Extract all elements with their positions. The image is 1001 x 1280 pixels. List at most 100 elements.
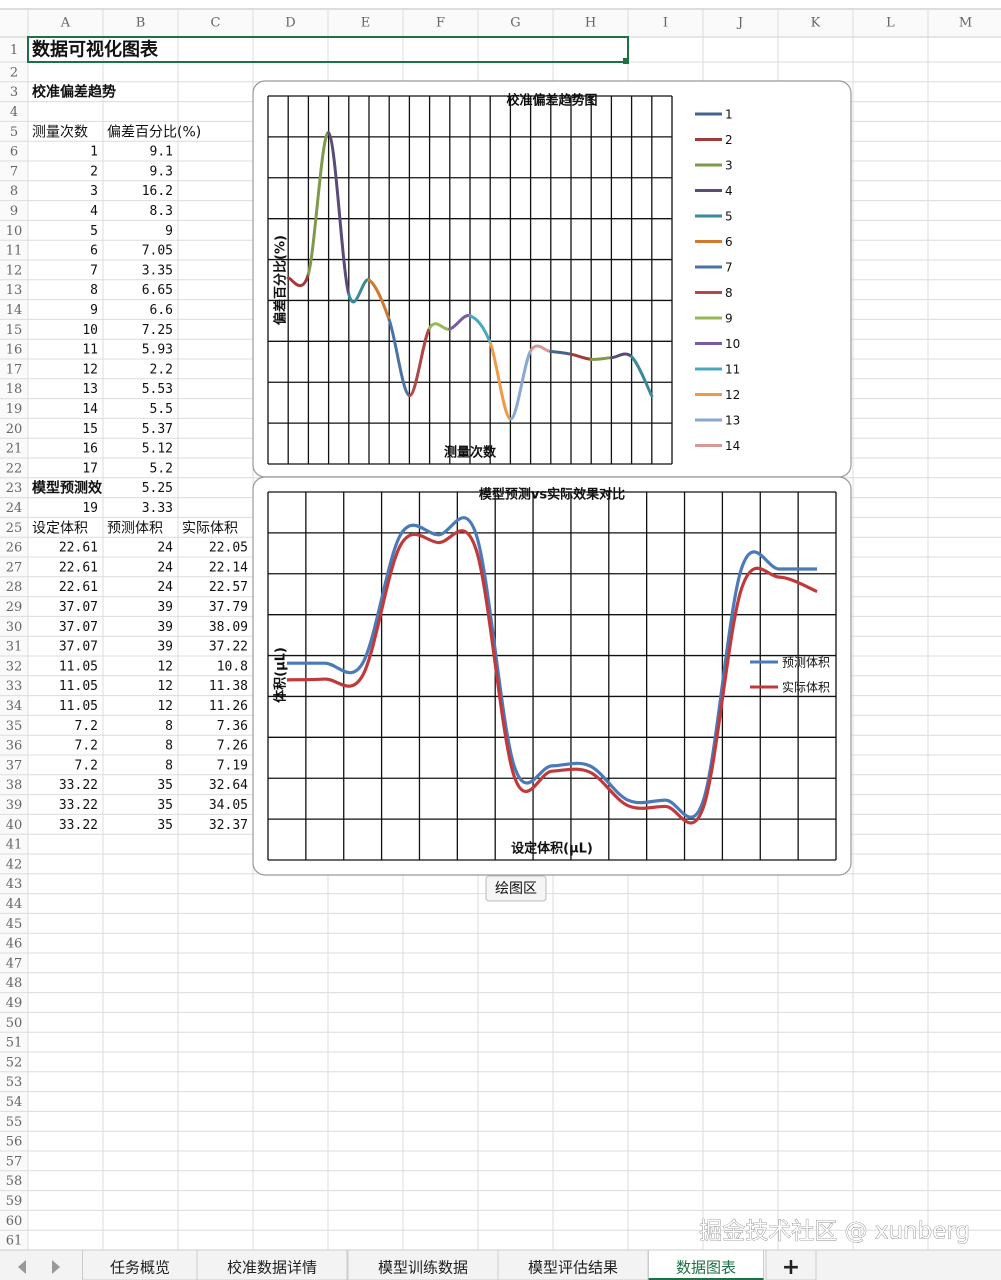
chart-frame[interactable] (252, 476, 852, 876)
row-number: 25 (6, 521, 23, 536)
row-number: 56 (6, 1135, 23, 1150)
line-segment (468, 314, 492, 345)
legend-label: 9 (725, 312, 733, 326)
row-number: 58 (6, 1174, 23, 1189)
cell-number: 7.25 (142, 323, 173, 338)
row-number: 44 (6, 897, 23, 912)
sheet-tab[interactable] (497, 1249, 649, 1280)
cell-text: 实际体积 (182, 520, 238, 536)
cell-number: 7.05 (142, 244, 173, 259)
cell-number: 32.64 (209, 778, 248, 793)
sheet-tab-label[interactable]: 校准数据详情 (227, 1259, 317, 1277)
cell-number: 9 (165, 224, 173, 239)
cell-number: 8.3 (150, 204, 173, 219)
cell-number: 5.93 (142, 343, 173, 358)
sheet-tab-label[interactable]: + (782, 1255, 800, 1280)
cell-number: 35 (157, 818, 173, 833)
sheet-tab-label[interactable]: 数据图表 (676, 1259, 736, 1277)
row-number: 32 (6, 659, 23, 674)
cell-number: 12 (157, 659, 173, 674)
row-number: 40 (6, 818, 23, 833)
sheet-tab[interactable] (765, 1249, 817, 1280)
line-segment (407, 326, 432, 398)
selection-handle (623, 58, 629, 64)
cell-number: 5.25 (142, 481, 173, 496)
cell-number: 5.5 (150, 402, 173, 417)
cell-number: 33.22 (59, 818, 98, 833)
cell-number: 11.05 (59, 699, 98, 714)
cell-number: 17 (82, 461, 98, 476)
tooltip: 绘图区 (495, 881, 537, 897)
line-segment (589, 356, 613, 361)
row-number: 48 (6, 976, 23, 991)
line-segment (488, 341, 512, 421)
row-number: 2 (10, 65, 18, 80)
cell-number: 5.37 (142, 422, 173, 437)
watermark: 掘金技术社区 @ xunberg (699, 1219, 970, 1245)
row-number: 39 (6, 798, 23, 813)
sheet-tab[interactable] (196, 1249, 348, 1280)
row-number: 10 (6, 224, 23, 239)
row-number: 17 (6, 362, 23, 377)
column-header: M (959, 16, 972, 31)
tooltip-box (485, 875, 547, 902)
row-number: 11 (6, 244, 23, 259)
cell-number: 1 (90, 145, 98, 160)
row-number: 55 (6, 1115, 23, 1130)
sheet-tab[interactable] (648, 1249, 764, 1280)
cell-text: 数据可视化图表 (32, 39, 159, 61)
column-header: D (285, 16, 295, 31)
cell-number: 32.37 (209, 818, 248, 833)
selection (27, 36, 629, 63)
column-header: B (136, 16, 146, 31)
sheet-tab-label[interactable]: 模型评估结果 (528, 1259, 618, 1277)
cell-number: 5.2 (150, 461, 173, 476)
line-segment (569, 352, 593, 361)
column-header: F (436, 16, 445, 31)
row-number: 12 (6, 263, 23, 278)
row-number: 53 (6, 1075, 23, 1090)
cell-number: 6.6 (150, 303, 173, 318)
legend-label: 10 (725, 337, 740, 351)
cell-number: 3.33 (142, 501, 173, 516)
row-number: 60 (6, 1214, 23, 1229)
cell-number: 12 (157, 679, 173, 694)
chart-frame[interactable] (252, 80, 852, 478)
row-number: 4 (10, 105, 18, 120)
sheet-tab-label[interactable]: 任务概览 (110, 1259, 170, 1277)
x-axis-label: 设定体积(μL) (511, 841, 593, 857)
cell-number: 37.07 (59, 620, 98, 635)
cell-number: 11.26 (209, 699, 248, 714)
cell-number: 4 (90, 204, 98, 219)
series-line (286, 516, 818, 819)
row-number: 16 (6, 343, 23, 358)
sheet-tab[interactable] (82, 1249, 198, 1280)
cell-number: 16 (82, 442, 98, 457)
row-number: 18 (6, 382, 23, 397)
cell-number: 22.57 (209, 580, 248, 595)
row-number: 31 (6, 640, 23, 655)
legend-label: 2 (725, 133, 733, 147)
row-number: 33 (6, 679, 23, 694)
cell-number: 15 (82, 422, 98, 437)
scroll-right[interactable] (52, 1260, 60, 1274)
row-number: 15 (6, 323, 23, 338)
legend-label: 预测体积 (782, 656, 830, 670)
line-segment (367, 278, 391, 322)
sheet-tab-label[interactable]: 模型训练数据 (378, 1259, 468, 1277)
column-header-bar (0, 10, 1001, 37)
row-number: 37 (6, 758, 23, 773)
line-segment (609, 352, 634, 360)
cell-number: 10.8 (217, 659, 248, 674)
y-axis-label: 体积(μL) (273, 647, 289, 703)
cell-number: 12 (82, 362, 98, 377)
line-segment (448, 314, 472, 331)
cell-text: 偏差百分比(%) (107, 124, 201, 140)
row-number: 9 (10, 204, 18, 219)
cell-number: 24 (157, 541, 173, 556)
scroll-left[interactable] (18, 1260, 26, 1274)
line-segment (549, 350, 573, 356)
line-segment (306, 131, 331, 276)
